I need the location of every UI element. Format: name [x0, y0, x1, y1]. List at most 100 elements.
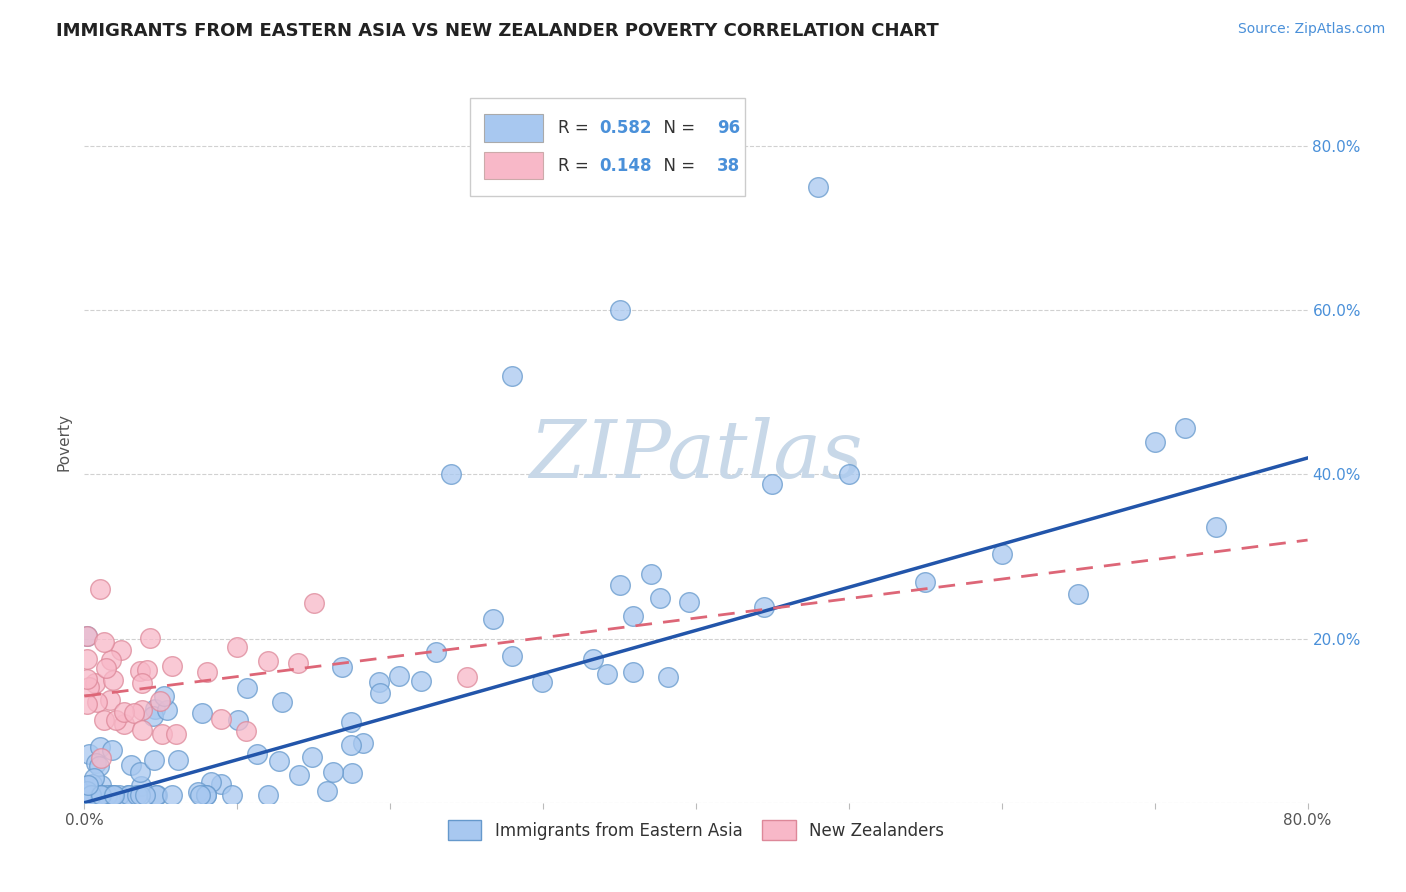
Point: [195, 665, 218, 680]
Point: [187, 785, 209, 799]
Point: [100, 788, 122, 802]
Point: [104, 714, 127, 728]
Point: [125, 788, 148, 802]
Point: [226, 713, 249, 727]
Point: [84, 756, 107, 770]
Point: [352, 736, 374, 750]
Point: [188, 788, 211, 802]
Point: [143, 702, 166, 716]
FancyBboxPatch shape: [470, 98, 745, 196]
Point: [129, 664, 152, 678]
Point: [287, 656, 309, 670]
Point: [409, 673, 432, 688]
Point: [96, 788, 118, 802]
Point: [167, 753, 190, 767]
Point: [86, 695, 108, 709]
Point: [425, 645, 447, 659]
Legend: Immigrants from Eastern Asia, New Zealanders: Immigrants from Eastern Asia, New Zealan…: [440, 812, 952, 848]
Point: [162, 788, 184, 802]
Point: [322, 765, 344, 780]
Point: [609, 578, 631, 592]
Point: [134, 788, 156, 802]
Point: [245, 747, 267, 761]
Point: [76, 652, 98, 666]
Text: N =: N =: [654, 156, 696, 175]
Point: [269, 754, 291, 768]
Point: [226, 640, 249, 654]
Point: [481, 613, 503, 627]
Point: [1067, 586, 1090, 600]
Point: [120, 758, 142, 772]
Point: [165, 727, 187, 741]
Point: [142, 709, 165, 723]
Point: [138, 631, 160, 645]
Point: [657, 669, 679, 683]
Point: [122, 706, 145, 720]
Point: [145, 788, 167, 802]
Point: [648, 591, 671, 605]
Point: [93, 634, 115, 648]
Point: [101, 788, 124, 802]
Point: [153, 690, 176, 704]
Point: [368, 674, 391, 689]
Point: [76, 784, 98, 798]
Point: [84, 676, 107, 690]
Point: [271, 694, 294, 708]
Y-axis label: Poverty: Poverty: [56, 412, 72, 471]
FancyBboxPatch shape: [484, 114, 543, 142]
Point: [76, 629, 98, 643]
Point: [89, 740, 111, 755]
Point: [640, 567, 662, 582]
Point: [118, 788, 141, 802]
Point: [131, 703, 153, 717]
Point: [76, 698, 98, 712]
Point: [440, 467, 463, 482]
Point: [236, 681, 259, 695]
Point: [101, 743, 124, 757]
Text: R =: R =: [558, 156, 593, 175]
Point: [302, 596, 325, 610]
Point: [129, 779, 152, 793]
Point: [103, 788, 125, 802]
Point: [621, 609, 644, 624]
Point: [621, 665, 644, 680]
Point: [143, 753, 166, 767]
Text: 0.148: 0.148: [599, 156, 652, 175]
Point: [340, 715, 363, 730]
Point: [191, 706, 214, 720]
Point: [150, 727, 173, 741]
Point: [80, 788, 103, 802]
Point: [90, 751, 112, 765]
Point: [456, 670, 478, 684]
Point: [131, 675, 153, 690]
Text: 0.582: 0.582: [599, 119, 652, 137]
Point: [1174, 421, 1197, 435]
Point: [209, 713, 232, 727]
Point: [914, 574, 936, 589]
Point: [112, 717, 135, 731]
Point: [387, 669, 409, 683]
Point: [91, 788, 114, 802]
Point: [87, 758, 110, 772]
Point: [531, 674, 554, 689]
Point: [108, 788, 131, 802]
Point: [156, 703, 179, 717]
Point: [79, 788, 101, 802]
Point: [77, 747, 100, 761]
Point: [114, 706, 136, 720]
Text: N =: N =: [654, 119, 696, 137]
Point: [100, 788, 122, 802]
Point: [221, 788, 243, 802]
Point: [209, 777, 232, 791]
Text: 38: 38: [717, 156, 740, 175]
Point: [98, 693, 121, 707]
Point: [991, 547, 1014, 561]
Point: [93, 713, 115, 727]
Point: [609, 303, 631, 318]
Point: [131, 723, 153, 737]
Point: [77, 786, 100, 800]
Text: ZIPatlas: ZIPatlas: [529, 417, 863, 495]
FancyBboxPatch shape: [484, 152, 543, 179]
Point: [149, 694, 172, 708]
Point: [761, 476, 783, 491]
